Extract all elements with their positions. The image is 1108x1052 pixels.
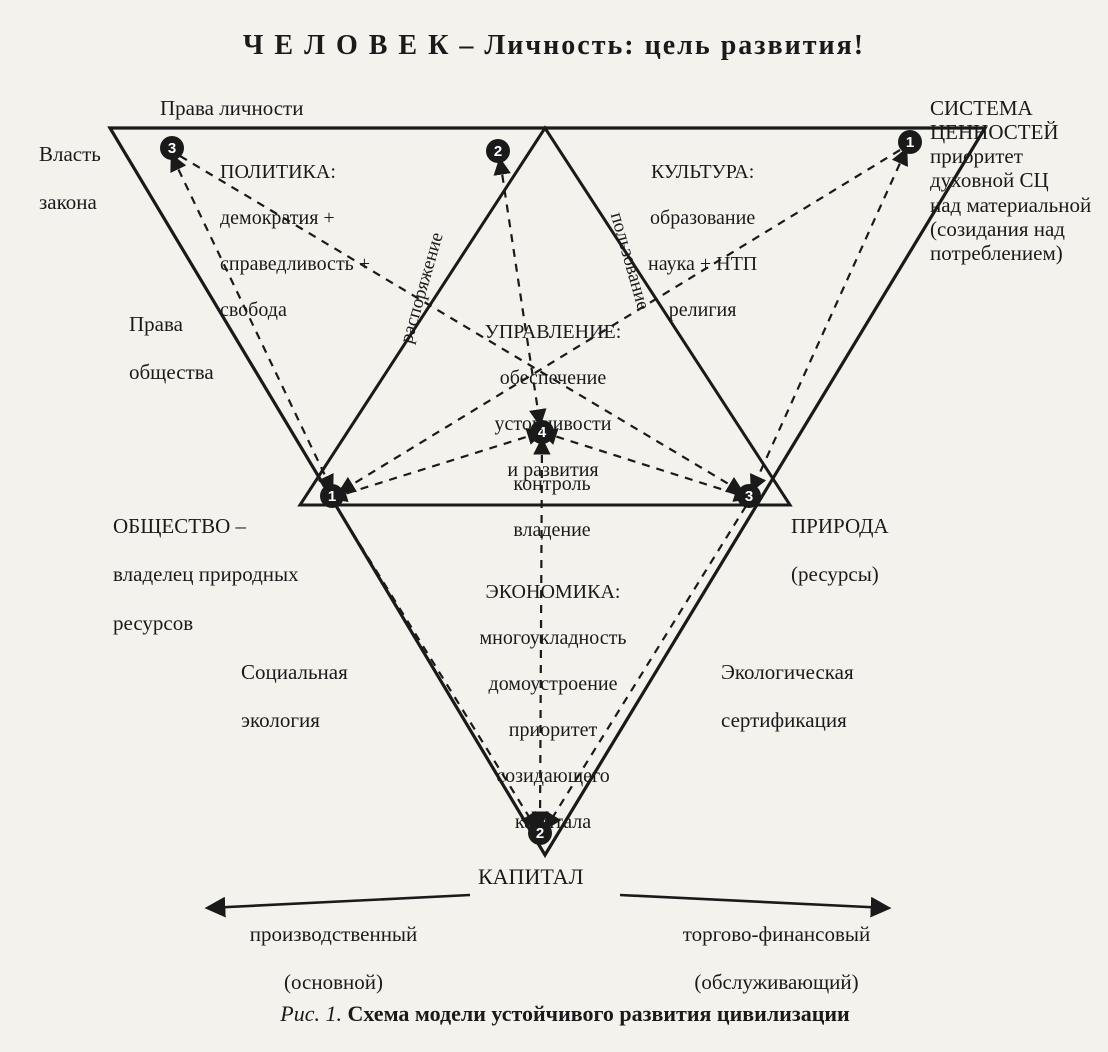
vertex-priroda: ПРИРОДА (ресурсы) — [770, 490, 889, 611]
figure-caption: Рис. 1. Схема модели устойчивого развити… — [0, 976, 1108, 1052]
text-line: свобода — [220, 299, 287, 321]
label-prava-obshchestva: Права общества — [108, 288, 214, 409]
badge-center-1: 1 — [320, 484, 344, 508]
caption-bold: Схема модели устойчивого развития цивили… — [347, 1001, 849, 1026]
text-line: наука + НТП — [648, 253, 757, 275]
text-line: приоритет — [930, 144, 1023, 168]
vertex-vlast-zakona: Власть закона — [18, 118, 101, 239]
text-line: торгово-финансовый — [683, 922, 870, 946]
text-line: духовной СЦ — [930, 168, 1049, 192]
text-line: общества — [129, 360, 214, 384]
text-line: Экологическая — [721, 660, 854, 684]
svg-text:2: 2 — [494, 143, 502, 160]
vertex-sistema-cennostej: СИСТЕМА ЦЕННОСТЕЙ приоритет духовной СЦ … — [930, 96, 1100, 265]
diagram-stage: Ч Е Л О В Е К – Личность: цель развития! — [0, 0, 1108, 1043]
text-line: владелец природных — [113, 562, 299, 586]
text-line: капитала — [515, 811, 591, 833]
text-line: экология — [241, 708, 320, 732]
svg-text:1: 1 — [906, 134, 914, 151]
text-line: образование — [650, 207, 755, 229]
label-social-ecology: Социальная экология — [220, 636, 348, 757]
vertex-kapital: КАПИТАЛ — [478, 864, 584, 889]
text-line: домоустроение — [489, 673, 618, 695]
vertex-obshchestvo: ОБЩЕСТВО – владелец природных ресурсов — [92, 490, 299, 659]
label-prava-lichnosti: Права личности — [160, 96, 303, 120]
text-line: СИСТЕМА — [930, 96, 1033, 120]
text-line: ресурсов — [113, 611, 193, 635]
text-line: ЦЕННОСТЕЙ — [930, 120, 1059, 144]
block-ekonomika: ЭКОНОМИКА: многоукладность домоустроение… — [418, 558, 668, 857]
text-line: Власть — [39, 142, 101, 166]
block-politika: ПОЛИТИКА: демократия + справедливость + … — [200, 138, 370, 345]
text-line: потреблением) — [930, 241, 1063, 265]
text-line: (ресурсы) — [791, 562, 879, 586]
badge-upper-2: 2 — [486, 139, 510, 163]
label-eco-cert: Экологическая сертификация — [700, 636, 854, 757]
badge-center-3: 3 — [737, 484, 761, 508]
svg-text:3: 3 — [168, 140, 176, 157]
text-line: многоукладность — [480, 627, 627, 649]
text-line: приоритет — [509, 719, 597, 741]
caption-prefix: Рис. 1. — [280, 1001, 347, 1026]
text-line: владение — [513, 519, 590, 541]
text-line: религия — [669, 299, 737, 321]
heading: ЭКОНОМИКА: — [486, 581, 621, 603]
badge-upper-3: 3 — [160, 136, 184, 160]
text-line: Социальная — [241, 660, 348, 684]
text-line: (созидания над — [930, 217, 1065, 241]
text-line: над материальной — [930, 193, 1091, 217]
heading: УПРАВЛЕНИЕ: — [485, 321, 622, 343]
text-line: контроль — [513, 473, 590, 495]
text-line: закона — [39, 190, 97, 214]
svg-text:1: 1 — [328, 488, 336, 505]
heading: ПОЛИТИКА: — [220, 161, 336, 183]
text-line: устойчивости — [495, 413, 612, 435]
text-line: Права — [129, 312, 183, 336]
block-kontrol-vladenie: контроль владение — [462, 450, 622, 565]
text-line: сертификация — [721, 708, 847, 732]
text-line: ПРИРОДА — [791, 514, 889, 538]
badge-upper-1: 1 — [898, 130, 922, 154]
text-line: справедливость + — [220, 253, 370, 275]
svg-text:3: 3 — [745, 488, 753, 505]
text-line: демократия + — [220, 207, 335, 229]
text-line: производственный — [250, 922, 418, 946]
text-line: созидающего — [496, 765, 609, 787]
text-line: ОБЩЕСТВО – — [113, 514, 246, 538]
heading: КУЛЬТУРА: — [651, 161, 754, 183]
text-line: обеспечение — [500, 367, 606, 389]
